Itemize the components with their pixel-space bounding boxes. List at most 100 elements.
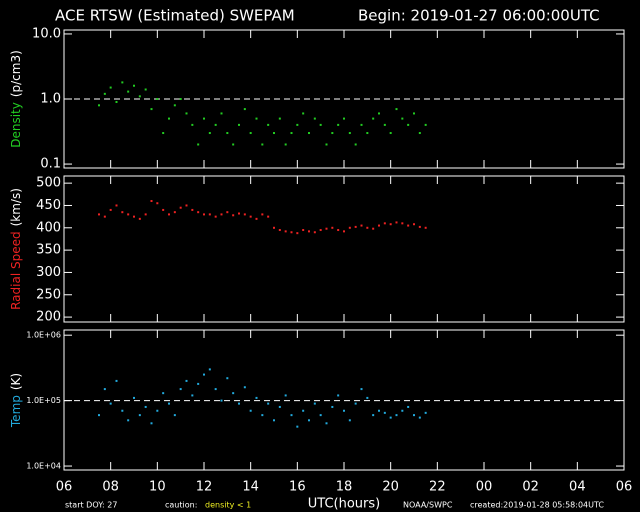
data-point: [407, 123, 410, 126]
x-tick-label: 06: [56, 480, 73, 495]
data-point: [389, 416, 392, 419]
x-axis-title: UTC(hours): [308, 497, 380, 512]
data-point: [354, 225, 357, 228]
y-axis-title: Temp (K): [9, 373, 23, 428]
y-axis-title: Radial Speed (km/s): [9, 188, 23, 310]
data-point: [389, 132, 392, 135]
data-point: [156, 409, 159, 412]
x-tick-label: 12: [196, 480, 213, 495]
data-point: [413, 112, 415, 115]
y-tick-label: 500: [36, 176, 61, 191]
x-tick-label: 22: [429, 480, 446, 495]
data-point: [378, 224, 380, 227]
data-point: [284, 230, 287, 233]
x-tick-label: 18: [336, 480, 353, 495]
data-point: [418, 416, 421, 419]
data-point: [115, 100, 118, 103]
data-point: [255, 217, 258, 220]
data-point: [296, 123, 299, 126]
data-point: [109, 208, 112, 211]
data-point: [208, 132, 211, 135]
y-axis-unit: (p/cm3): [9, 50, 23, 97]
start-doy: start DOY: 27: [65, 501, 117, 510]
data-point: [331, 132, 334, 135]
data-point: [302, 112, 305, 115]
data-point: [284, 143, 287, 146]
data-point: [127, 90, 130, 93]
data-point: [372, 227, 375, 230]
data-point: [127, 213, 130, 216]
data-point: [302, 409, 305, 412]
data-point: [214, 215, 217, 218]
data-point: [331, 405, 334, 408]
data-point: [150, 200, 153, 203]
plot-frame: [63, 175, 625, 323]
y-tick-label: 10.0: [32, 26, 61, 41]
data-point: [191, 123, 194, 126]
data-point: [401, 117, 404, 120]
data-point: [115, 204, 118, 207]
data-point: [173, 414, 176, 417]
data-point: [121, 409, 124, 412]
data-point: [162, 208, 165, 211]
data-point: [103, 92, 106, 95]
data-point: [290, 132, 293, 135]
data-point: [208, 368, 211, 371]
data-point: [109, 86, 112, 89]
x-tick-label: 02: [522, 480, 539, 495]
y-tick-label: 1.0E+05: [26, 396, 61, 405]
data-point: [360, 123, 363, 126]
data-point: [255, 117, 258, 120]
data-point: [103, 388, 106, 391]
data-point: [308, 132, 310, 135]
data-point: [197, 211, 200, 214]
data-point: [197, 143, 200, 146]
x-tick-label: 16: [289, 480, 306, 495]
data-point: [407, 224, 410, 227]
begin-time: Begin: 2019-01-27 06:00:00UTC: [358, 7, 600, 25]
data-point: [179, 388, 182, 391]
data-point: [191, 394, 194, 397]
data-point: [313, 231, 316, 234]
data-point: [243, 213, 246, 216]
y-tick-label: 350: [36, 243, 61, 258]
data-point: [308, 419, 310, 422]
data-point: [144, 88, 147, 91]
data-point: [325, 143, 328, 146]
data-point: [378, 112, 380, 115]
data-point: [162, 392, 165, 395]
data-point: [238, 123, 240, 126]
data-point: [162, 132, 165, 135]
data-point: [226, 211, 229, 214]
data-point: [133, 215, 135, 218]
y-tick-label: 450: [36, 198, 61, 213]
data-point: [348, 132, 351, 135]
data-point: [372, 414, 375, 417]
data-point: [261, 414, 264, 417]
data-point: [179, 98, 182, 101]
data-point: [203, 213, 205, 216]
data-point: [103, 215, 106, 218]
data-point: [179, 206, 182, 209]
data-point: [319, 123, 322, 126]
data-point: [249, 215, 252, 218]
y-tick-label: 1.0E+06: [26, 331, 61, 340]
data-point: [337, 394, 340, 397]
created: created:2019-01-28 05:58:04UTC: [470, 501, 604, 510]
data-point: [383, 123, 386, 126]
data-point: [121, 211, 124, 214]
data-point: [261, 213, 264, 216]
data-point: [185, 204, 188, 207]
data-point: [418, 132, 421, 135]
data-point: [133, 396, 135, 399]
data-point: [226, 132, 229, 135]
data-point: [214, 388, 217, 391]
data-point: [203, 117, 205, 120]
x-tick-label: 04: [569, 480, 586, 495]
data-point: [383, 222, 386, 225]
data-point: [389, 223, 392, 226]
data-point: [127, 419, 130, 422]
data-point: [366, 226, 369, 229]
data-point: [150, 422, 153, 425]
data-point: [366, 132, 369, 135]
